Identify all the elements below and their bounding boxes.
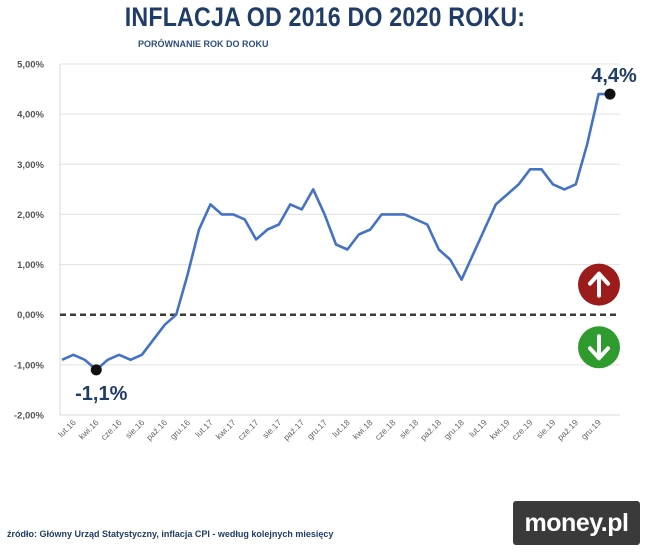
y-tick-label: 2,00% — [17, 210, 44, 221]
annotation-marker — [604, 88, 616, 100]
x-tick-label: cze.17 — [236, 417, 261, 442]
arrow-up-icon — [578, 263, 620, 306]
x-tick-label: kwi.17 — [214, 417, 238, 441]
chart-area: -2,00% -1,00% 0,00% 1,00% 2,00% 3,00% 4,00% 5,0… — [0, 50, 650, 470]
line-chart: -2,00% -1,00% 0,00% 1,00% 2,00% 3,00% 4,00% 5,0… — [14, 60, 637, 443]
x-tick-label: sie.16 — [123, 417, 146, 440]
x-tick-label: gru.18 — [442, 417, 466, 441]
y-tick-label: 4,00% — [17, 110, 44, 121]
annotation-label: -1,1% — [75, 383, 127, 405]
annotation-label: 4,4% — [591, 65, 637, 87]
y-tick-label: 1,00% — [17, 260, 44, 271]
chart-subtitle: PORÓWNANIE ROK DO ROKU — [138, 39, 269, 49]
brand-logo: money.pl — [513, 501, 640, 545]
brand-logo-text: money.pl — [524, 508, 629, 537]
y-tick-label: 3,00% — [17, 160, 44, 171]
x-tick-label: cze.19 — [510, 417, 535, 442]
y-tick-label: 0,00% — [17, 310, 44, 321]
x-tick-label: sie.19 — [534, 417, 557, 440]
x-tick-label: gru.19 — [579, 417, 603, 441]
x-tick-label: cze.16 — [99, 417, 124, 442]
series-line — [61, 92, 610, 372]
x-tick-label: paź.17 — [281, 417, 306, 442]
x-tick-label: lut.19 — [467, 417, 489, 439]
x-tick-label: lut.18 — [330, 417, 352, 439]
x-tick-label: kwi.19 — [488, 417, 512, 441]
x-tick-label: sie.17 — [260, 417, 283, 440]
x-tick-label: paź.16 — [144, 417, 169, 442]
y-tick-label: -2,00% — [14, 411, 45, 422]
x-tick-label: kwi.18 — [351, 417, 375, 441]
annotation-marker — [90, 364, 102, 376]
x-tick-label: sie.18 — [397, 417, 420, 440]
x-tick-label: paź.19 — [555, 417, 580, 442]
chart-title: INFLACJA OD 2016 DO 2020 ROKU: — [124, 2, 526, 32]
y-tick-label: -1,00% — [14, 360, 45, 371]
x-tick-label: gru.17 — [305, 417, 329, 441]
x-tick-label: lut.16 — [56, 417, 78, 439]
x-tick-label: kwi.16 — [77, 417, 101, 441]
source-note: źródło: Główny Urząd Statystyczny, infla… — [7, 529, 334, 539]
y-tick-label: 5,00% — [17, 60, 44, 71]
x-tick-label: lut.17 — [193, 417, 215, 439]
x-tick-label: gru.16 — [168, 417, 192, 441]
x-tick-label: paź.18 — [418, 417, 443, 442]
x-tick-label: cze.18 — [373, 417, 398, 442]
arrow-down-icon — [578, 326, 620, 369]
